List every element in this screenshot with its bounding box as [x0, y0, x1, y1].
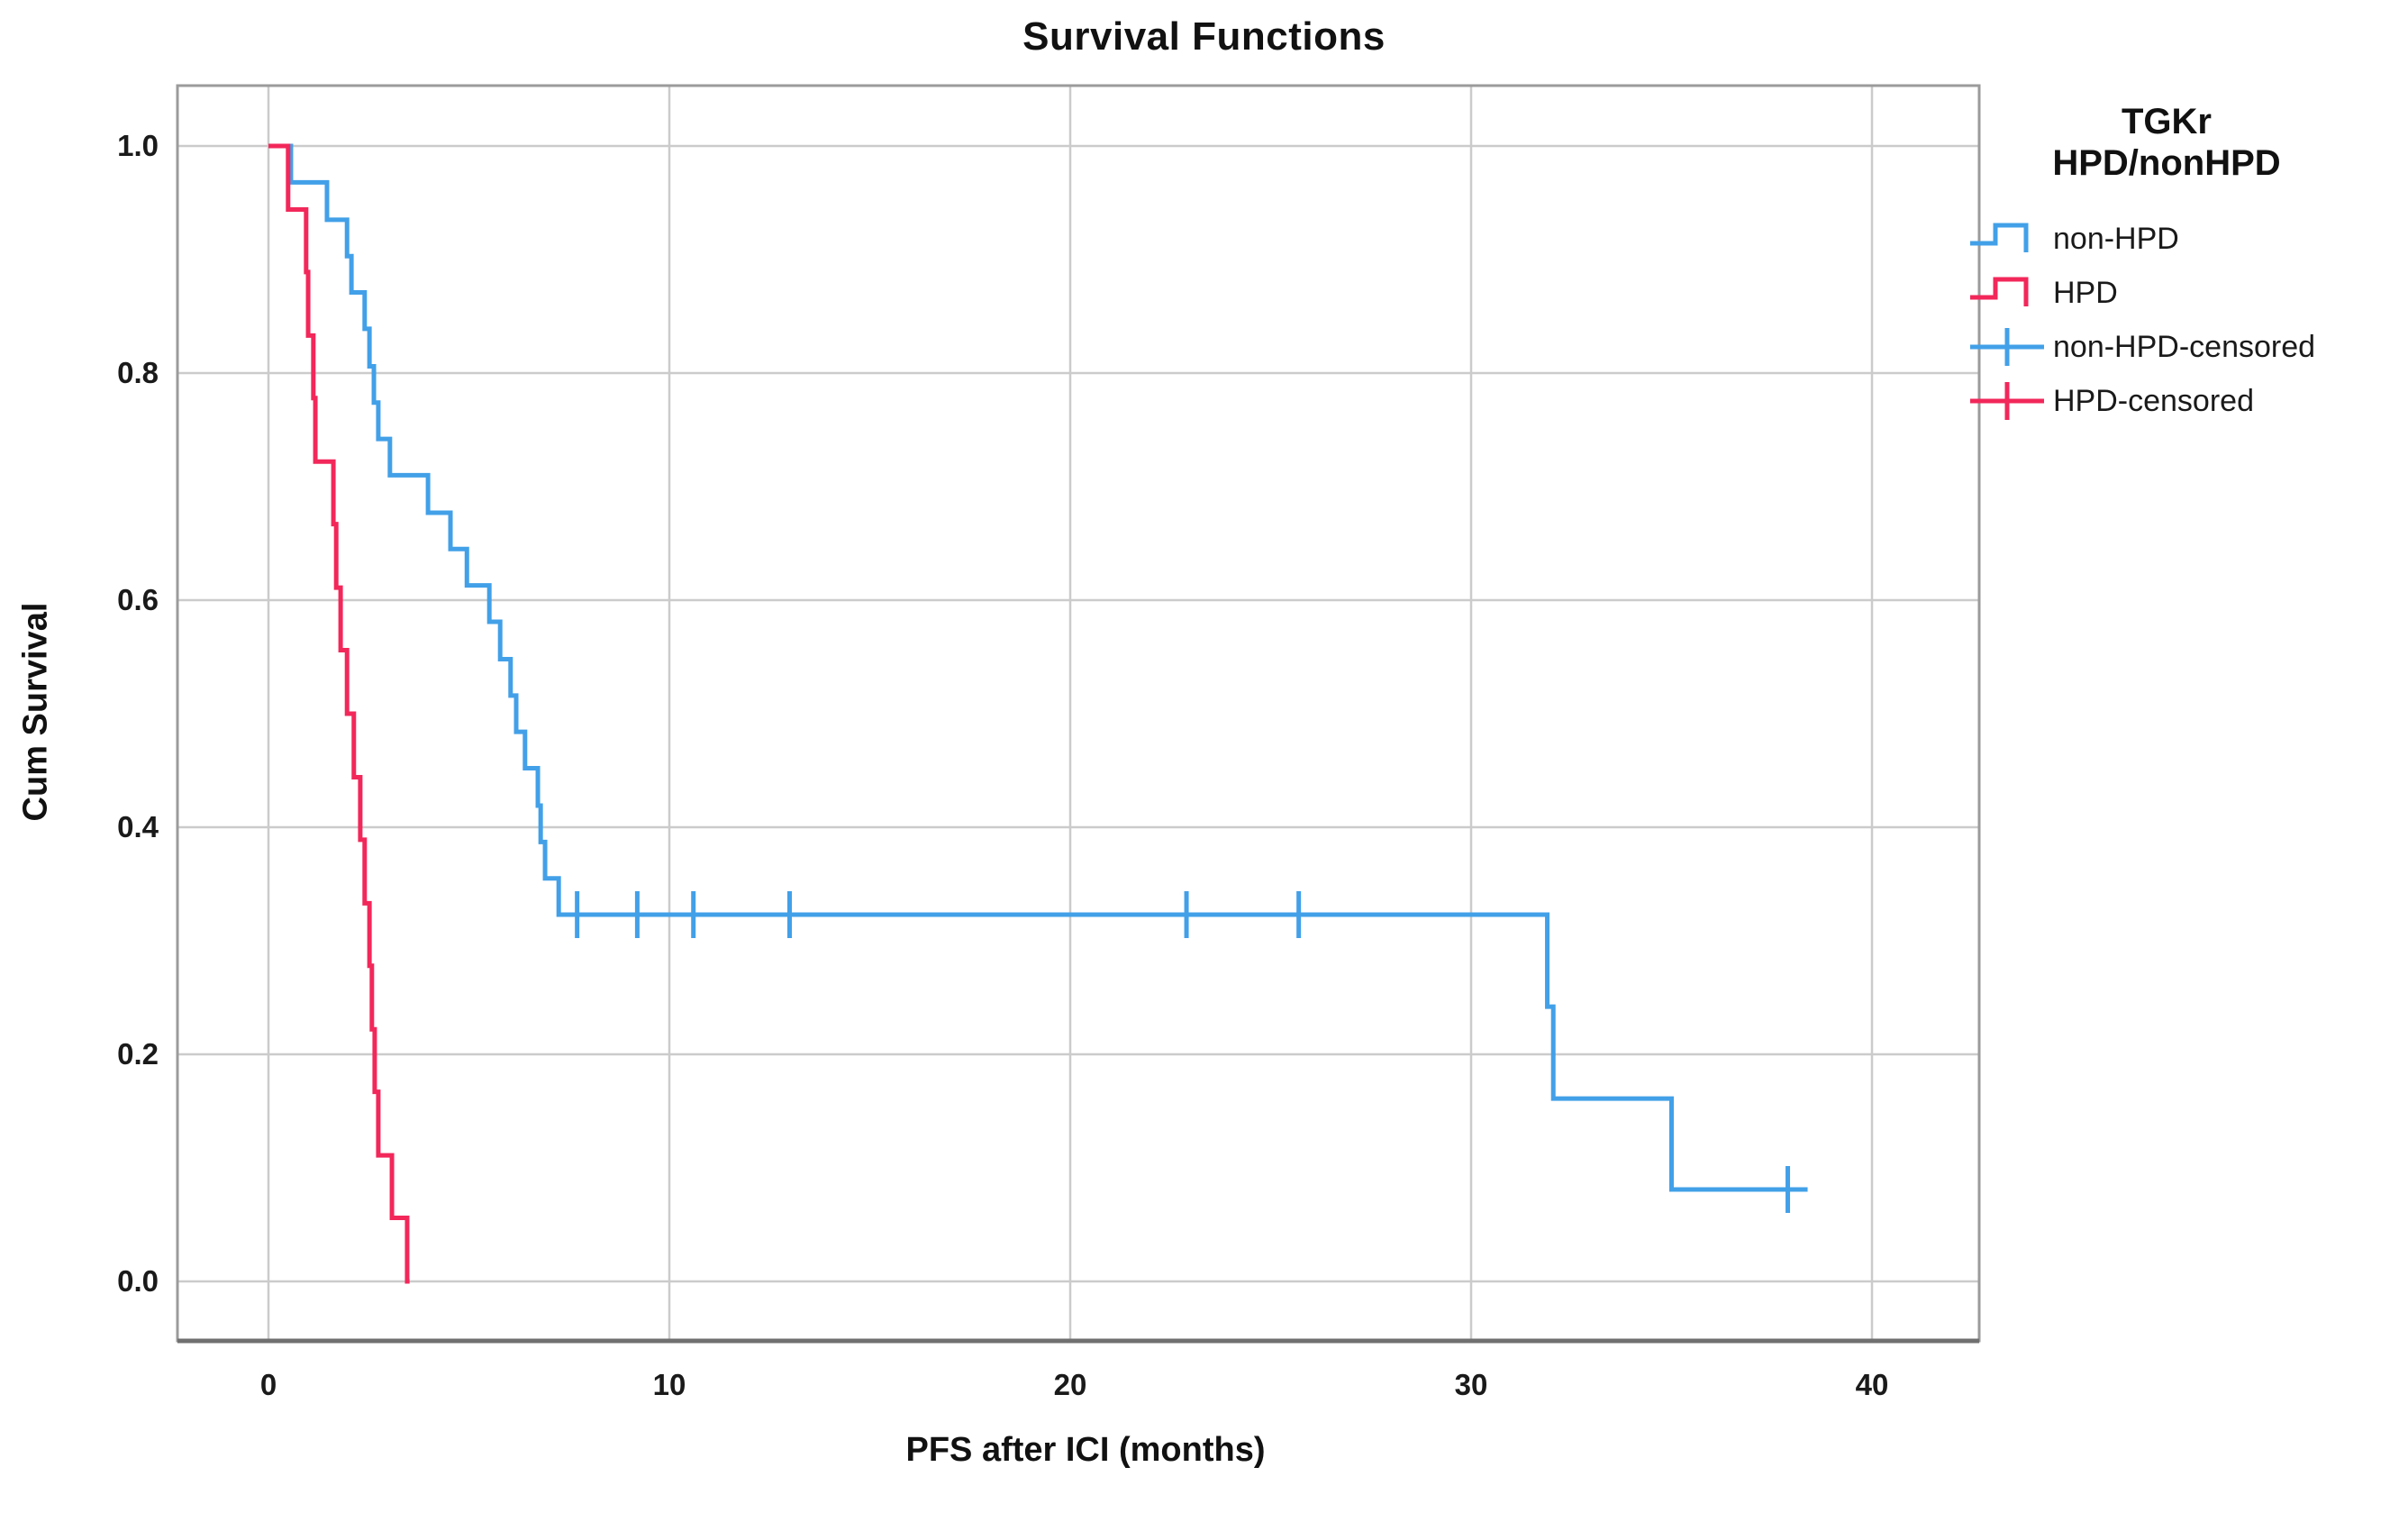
x-tick-label: 40 [1856, 1368, 1889, 1401]
legend-entry-non-hpd-censored: non-HPD-censored [1968, 326, 2401, 368]
x-tick-label: 0 [260, 1368, 277, 1401]
step-line-glyph [1970, 223, 2029, 252]
legend-entry-label: non-HPD [2053, 221, 2179, 256]
legend-entry-hpd-censored: HPD-censored [1968, 380, 2401, 422]
step-line-icon [1970, 223, 2029, 252]
plot-frame [176, 84, 1981, 1343]
legend-title-line1: TGKr [2122, 102, 2212, 141]
y-tick-label: 1.0 [117, 129, 159, 162]
survival-curve-non-hpd [268, 143, 1800, 1192]
x-tick-label: 30 [1455, 1368, 1488, 1401]
y-tick-label: 0.6 [117, 583, 159, 616]
legend-entry-non-hpd: non-HPD [1968, 218, 2401, 260]
legend-title: TGKr HPD/nonHPD [1968, 101, 2365, 184]
x-axis-title: PFS after ICI (months) [905, 1431, 1266, 1469]
y-tick-label: 0.8 [117, 356, 159, 389]
legend-entries: non-HPD HPD non-HPD-censored HPD-censored [1968, 218, 2401, 422]
legend-entry-label: HPD [2053, 275, 2118, 310]
legend-entry-hpd: HPD [1968, 272, 2401, 314]
y-tick-label: 0.4 [117, 810, 159, 843]
plus-line-icon [1970, 382, 2044, 420]
x-tick-label: 10 [653, 1368, 686, 1401]
y-tick-label: 0.0 [117, 1264, 159, 1298]
step-line-icon [1970, 277, 2029, 306]
x-tick-label: 20 [1054, 1368, 1087, 1401]
step-line-glyph [1970, 277, 2029, 306]
plus-line-icon [1970, 328, 2044, 366]
legend-entry-label: HPD-censored [2053, 383, 2254, 418]
y-axis-title: Cum Survival [16, 602, 55, 822]
plus-line-glyph [1970, 382, 2044, 420]
legend: TGKr HPD/nonHPD non-HPD HPD non-HPD-censor… [1968, 101, 2401, 422]
legend-entry-label: non-HPD-censored [2053, 329, 2316, 364]
plus-line-glyph [1970, 328, 2044, 366]
y-tick-label: 0.2 [117, 1037, 159, 1071]
legend-title-line2: HPD/nonHPD [2052, 143, 2281, 183]
survival-curve-hpd [268, 143, 410, 1284]
chart-title: Survival Functions [1022, 14, 1386, 59]
